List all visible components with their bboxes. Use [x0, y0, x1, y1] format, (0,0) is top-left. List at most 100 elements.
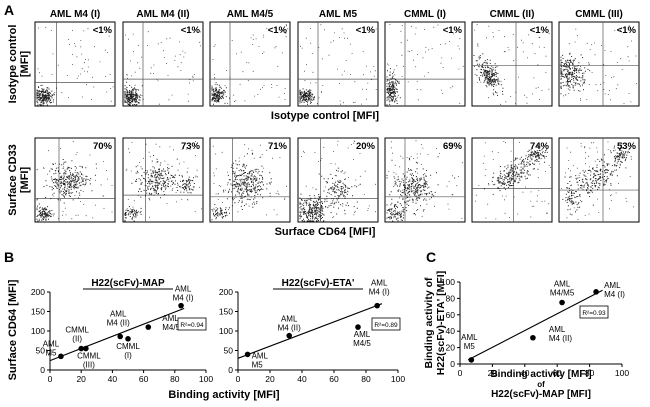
point-label-line: (I) — [124, 351, 132, 360]
flow-plot: <1% — [209, 21, 291, 107]
y-tick-label: 50 — [224, 346, 234, 356]
point-label-line: AML — [554, 280, 571, 289]
x-tick-label: 40 — [520, 368, 530, 378]
regression-line — [467, 289, 603, 361]
point-label: CMML (III) — [77, 352, 101, 370]
y-tick-label: 150 — [31, 307, 45, 317]
column-title: CMML (I) — [404, 9, 446, 20]
point-label-line: AML — [281, 315, 298, 324]
point-label-line: AML — [110, 309, 127, 318]
x-tick-label: 100 — [199, 374, 213, 384]
ylabel-line: Surface CD64 [MFI] — [7, 279, 19, 380]
point-label-line: M4/5 — [162, 323, 180, 332]
event-dots — [560, 25, 637, 105]
y-tick-label: 200 — [219, 287, 233, 297]
panel-c-letter: C — [426, 249, 436, 265]
panel-a-letter: A — [4, 2, 14, 18]
panel-c-xlabel: Binding activity [MFI] of H22(scFv)-MAP [M… — [490, 369, 591, 400]
gate-percent: 53% — [617, 141, 637, 152]
gate-percent: 73% — [181, 141, 201, 152]
gate-percent: <1% — [181, 25, 201, 36]
point-label: AML M4 (I) — [604, 281, 625, 299]
flow-plot: 53% — [558, 137, 640, 223]
point-label-line: M4/5 — [353, 339, 371, 348]
panel-b-ylabel: Surface CD64 [MFI] — [7, 279, 19, 380]
row-ylabel: Surface CD33[MFI] — [7, 144, 31, 216]
ylabel-line: [MFI] — [19, 51, 31, 78]
r2-label: R²=0.94 — [180, 322, 204, 329]
point-label-line: M4 (I) — [173, 294, 194, 303]
y-tick-label: 150 — [219, 307, 233, 317]
ylabel-line: [MFI] — [19, 167, 31, 194]
column-title: AML M4 (II) — [136, 9, 189, 20]
data-point — [468, 357, 475, 363]
x-tick-label: 100 — [391, 374, 405, 384]
gate-percent: <1% — [268, 25, 288, 36]
point-label: AML M4 (I) — [173, 285, 194, 303]
column-title: AML M4 (I) — [50, 9, 100, 20]
regression-line — [49, 307, 185, 362]
data-point — [593, 289, 599, 295]
chart-title: H22(scFv)-MAP — [91, 278, 165, 289]
point-label: AML M4 (I) — [369, 279, 390, 297]
y-tick-label: 0 — [450, 359, 455, 369]
point-label-line: AML — [43, 339, 60, 348]
event-dots — [473, 24, 550, 105]
point-label-line: AML — [175, 285, 192, 294]
x-tick-label: 80 — [361, 374, 371, 384]
y-tick-label: 20 — [446, 343, 456, 353]
data-point — [125, 336, 131, 342]
point-label: AML M5 — [252, 351, 269, 369]
gate-percent: <1% — [93, 25, 113, 36]
column-title: CMML (III) — [575, 9, 623, 20]
column-title: AML M4/5 — [227, 9, 274, 20]
point-label-line: AML — [162, 314, 179, 323]
event-dots — [36, 26, 114, 106]
data-point — [78, 345, 84, 352]
flow-plot: 74% — [471, 137, 553, 223]
gate-percent: <1% — [530, 25, 550, 36]
y-tick-label: 60 — [446, 310, 456, 320]
point-label-line: (III) — [83, 361, 95, 370]
plot-frame — [122, 21, 204, 107]
data-point — [559, 299, 565, 306]
event-dots — [124, 31, 201, 106]
x-tick-label: 0 — [48, 374, 53, 384]
y-tick-label: 200 — [31, 287, 45, 297]
xlabel-line: H22(scFv)-MAP [MFI] — [491, 389, 591, 400]
x-tick-label: 60 — [329, 374, 339, 384]
x-tick-label: 0 — [236, 374, 241, 384]
x-tick-label: 20 — [76, 374, 86, 384]
x-tick-label: 20 — [488, 368, 498, 378]
xlabel-line: Binding activity [MFI] — [490, 369, 591, 380]
ylabel-line: H22(scFv)-ETA' [MFI] — [435, 271, 447, 375]
event-dots — [124, 141, 202, 222]
point-label-line: M4 (I) — [369, 288, 390, 297]
row-ylabel: Isotype control[MFI] — [7, 25, 31, 104]
point-label: AML M4/5 — [162, 314, 180, 332]
data-point — [530, 334, 536, 341]
x-tick-label: 40 — [108, 374, 118, 384]
data-point — [244, 351, 251, 358]
point-label-line: M4 (I) — [604, 290, 625, 299]
point-label: AML M4 (II) — [107, 309, 130, 327]
flow-plot: <1% — [122, 21, 204, 107]
point-label-line: CMML — [116, 342, 140, 351]
panel-b-xlabel: Binding activity [MFI] — [168, 389, 280, 401]
plot-frame — [384, 21, 466, 107]
panel-b-letter: B — [4, 249, 14, 265]
plot-frame — [471, 21, 553, 107]
flow-plot: <1% — [558, 21, 640, 107]
ylabel-line: Isotype control — [7, 25, 19, 104]
plot-frame — [34, 21, 116, 107]
column-title: CMML (II) — [490, 9, 535, 20]
data-point — [178, 302, 184, 309]
x-tick-label: 0 — [458, 368, 463, 378]
flow-plot: 70% — [34, 137, 116, 223]
point-label-line: M4/M5 — [550, 289, 575, 298]
flow-plot: <1% — [471, 21, 553, 107]
ylabel-line: Binding activity of — [423, 277, 435, 369]
y-tick-label: 50 — [36, 346, 46, 356]
event-dots — [299, 140, 376, 222]
